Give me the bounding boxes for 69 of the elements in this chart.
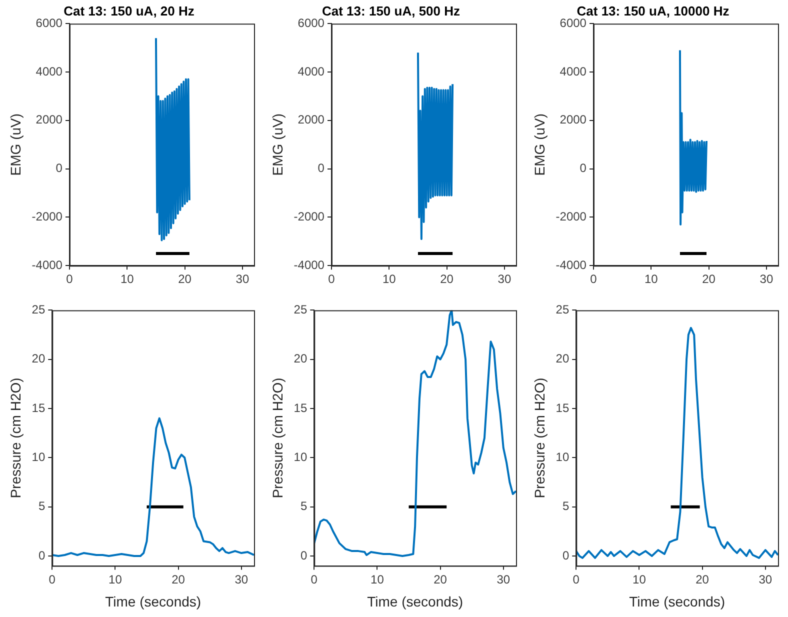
y-axis-title: EMG (uV) (531, 113, 548, 176)
y-tick-label: 25 (294, 302, 308, 317)
y-tick-label: 2000 (36, 112, 63, 127)
y-tick-label: 20 (294, 352, 308, 366)
y-tick-label: -2000 (556, 210, 587, 224)
y-tick-label: 10 (556, 450, 570, 464)
y-tick-label: 2000 (298, 112, 325, 127)
y-tick-label: 5 (38, 499, 46, 514)
y-tick-label: 6000 (560, 16, 587, 30)
x-tick-label: 10 (644, 272, 658, 286)
y-tick-label: 20 (32, 352, 46, 366)
y-tick-label: 15 (556, 400, 570, 415)
x-tick-label: 20 (440, 272, 454, 286)
x-axis-title: Time (seconds) (367, 593, 464, 610)
y-axis-title: Pressure (cm H2O) (531, 378, 548, 498)
y-tick-label: -4000 (32, 258, 63, 272)
x-tick-label: 20 (702, 272, 716, 286)
x-tick-label: 20 (434, 572, 448, 586)
x-tick-label: 0 (590, 272, 598, 286)
x-tick-label: 10 (382, 272, 396, 286)
y-tick-label: 20 (556, 352, 570, 366)
y-axis-title: EMG (uV) (269, 113, 286, 176)
x-tick-label: 30 (496, 572, 510, 586)
y-tick-label: 0 (56, 161, 63, 176)
chart-title: Cat 13: 150 uA, 20 Hz (64, 3, 195, 18)
x-tick-label: 0 (328, 272, 336, 286)
y-tick-label: 0 (580, 161, 587, 176)
x-tick-label: 20 (178, 272, 192, 286)
y-tick-label: 2000 (560, 112, 587, 127)
y-tick-label: -2000 (32, 210, 63, 224)
y-tick-label: 10 (32, 450, 46, 464)
x-tick-label: 10 (120, 272, 134, 286)
y-tick-label: -4000 (294, 258, 325, 272)
y-tick-label: -4000 (556, 258, 587, 272)
y-tick-label: 5 (300, 499, 308, 514)
y-tick-label: 0 (300, 548, 308, 562)
y-axis-title: EMG (uV) (7, 113, 24, 176)
x-tick-label: 20 (696, 572, 710, 586)
x-tick-label: 10 (108, 572, 122, 586)
y-tick-label: -2000 (294, 210, 325, 224)
y-tick-label: 0 (38, 548, 46, 562)
x-tick-label: 10 (370, 572, 384, 586)
x-tick-label: 20 (172, 572, 186, 586)
x-tick-label: 30 (760, 272, 774, 286)
chart-title: Cat 13: 150 uA, 10000 Hz (576, 3, 730, 18)
y-tick-label: 15 (32, 400, 46, 415)
y-tick-label: 0 (318, 161, 325, 176)
y-tick-label: 6000 (298, 16, 325, 30)
y-tick-label: 15 (294, 400, 308, 415)
x-tick-label: 30 (236, 272, 250, 286)
chart-title: Cat 13: 150 uA, 500 Hz (322, 3, 460, 18)
x-tick-label: 30 (234, 572, 248, 586)
x-axis-title: Time (seconds) (105, 593, 202, 610)
y-tick-label: 4000 (560, 64, 587, 78)
y-tick-label: 0 (562, 548, 570, 562)
x-tick-label: 30 (498, 272, 512, 286)
y-tick-label: 25 (32, 302, 46, 317)
x-tick-label: 10 (632, 572, 646, 586)
y-tick-label: 25 (556, 302, 570, 317)
x-axis-title: Time (seconds) (629, 593, 726, 610)
y-tick-label: 10 (294, 450, 308, 464)
x-tick-label: 0 (66, 272, 74, 286)
y-tick-label: 6000 (36, 16, 63, 30)
y-tick-label: 5 (562, 499, 570, 514)
y-axis-title: Pressure (cm H2O) (269, 378, 286, 498)
y-axis-title: Pressure (cm H2O) (7, 378, 24, 498)
y-tick-label: 4000 (36, 64, 63, 78)
y-tick-label: 4000 (298, 64, 325, 78)
x-tick-label: 30 (758, 572, 772, 586)
